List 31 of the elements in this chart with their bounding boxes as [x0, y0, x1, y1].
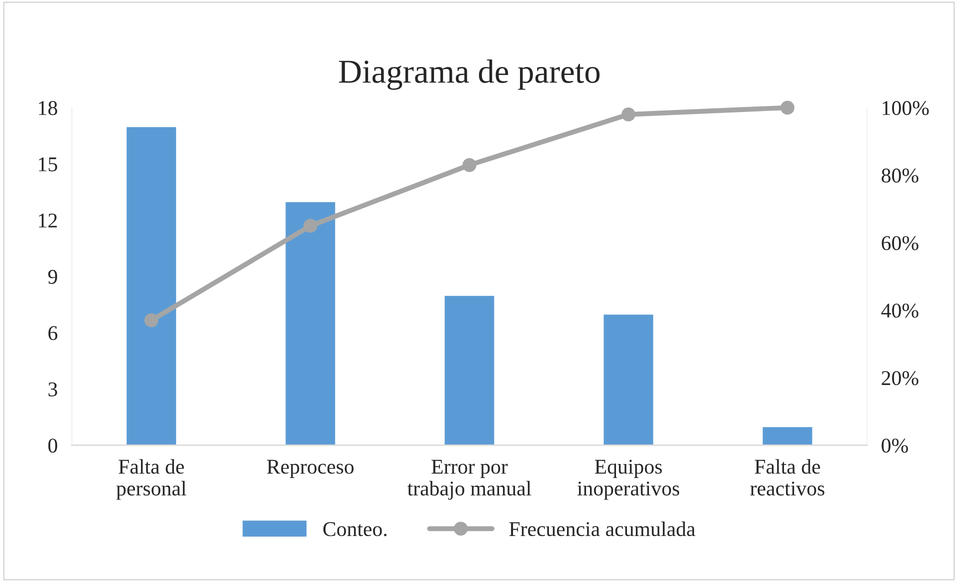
legend-label: Conteo. [323, 522, 386, 536]
x-tick-label: Falta de personal [116, 459, 186, 500]
bar [761, 426, 814, 446]
bar [443, 294, 496, 446]
y-tick-label: 9 [48, 270, 58, 284]
chart-title: Diagrama de pareto [338, 60, 600, 90]
x-tick-label: Error por trabajo manual [407, 460, 532, 500]
y2-tick-label: 60% [882, 236, 918, 250]
y-tick-label: 15 [38, 157, 58, 172]
y-tick-label: 18 [38, 101, 58, 116]
y2-tick-label: 0% [882, 438, 908, 453]
point [622, 107, 636, 122]
x-tick-label: Falta de reactivos [750, 459, 824, 496]
y-tick-label: 0 [48, 438, 58, 453]
point [144, 313, 158, 328]
point [780, 100, 794, 115]
y2-tick-label: 80% [882, 168, 918, 183]
y-tick-label: 3 [48, 382, 58, 396]
point [462, 158, 476, 172]
legend-label: Frecuencia acumulada [509, 521, 696, 536]
x-tick-label: Reproceso [267, 460, 354, 478]
y2-tick-label: 20% [882, 371, 918, 386]
bar [125, 126, 178, 446]
bar [284, 200, 337, 446]
bar [602, 313, 655, 446]
y2-tick-label: 40% [881, 304, 918, 318]
point [303, 218, 318, 233]
y-tick-label: 12 [38, 214, 57, 228]
y2-tick-label: 100% [882, 101, 929, 116]
y-tick-label: 6 [48, 326, 58, 340]
x-tick-label: Equipos inoperativos [577, 460, 680, 500]
